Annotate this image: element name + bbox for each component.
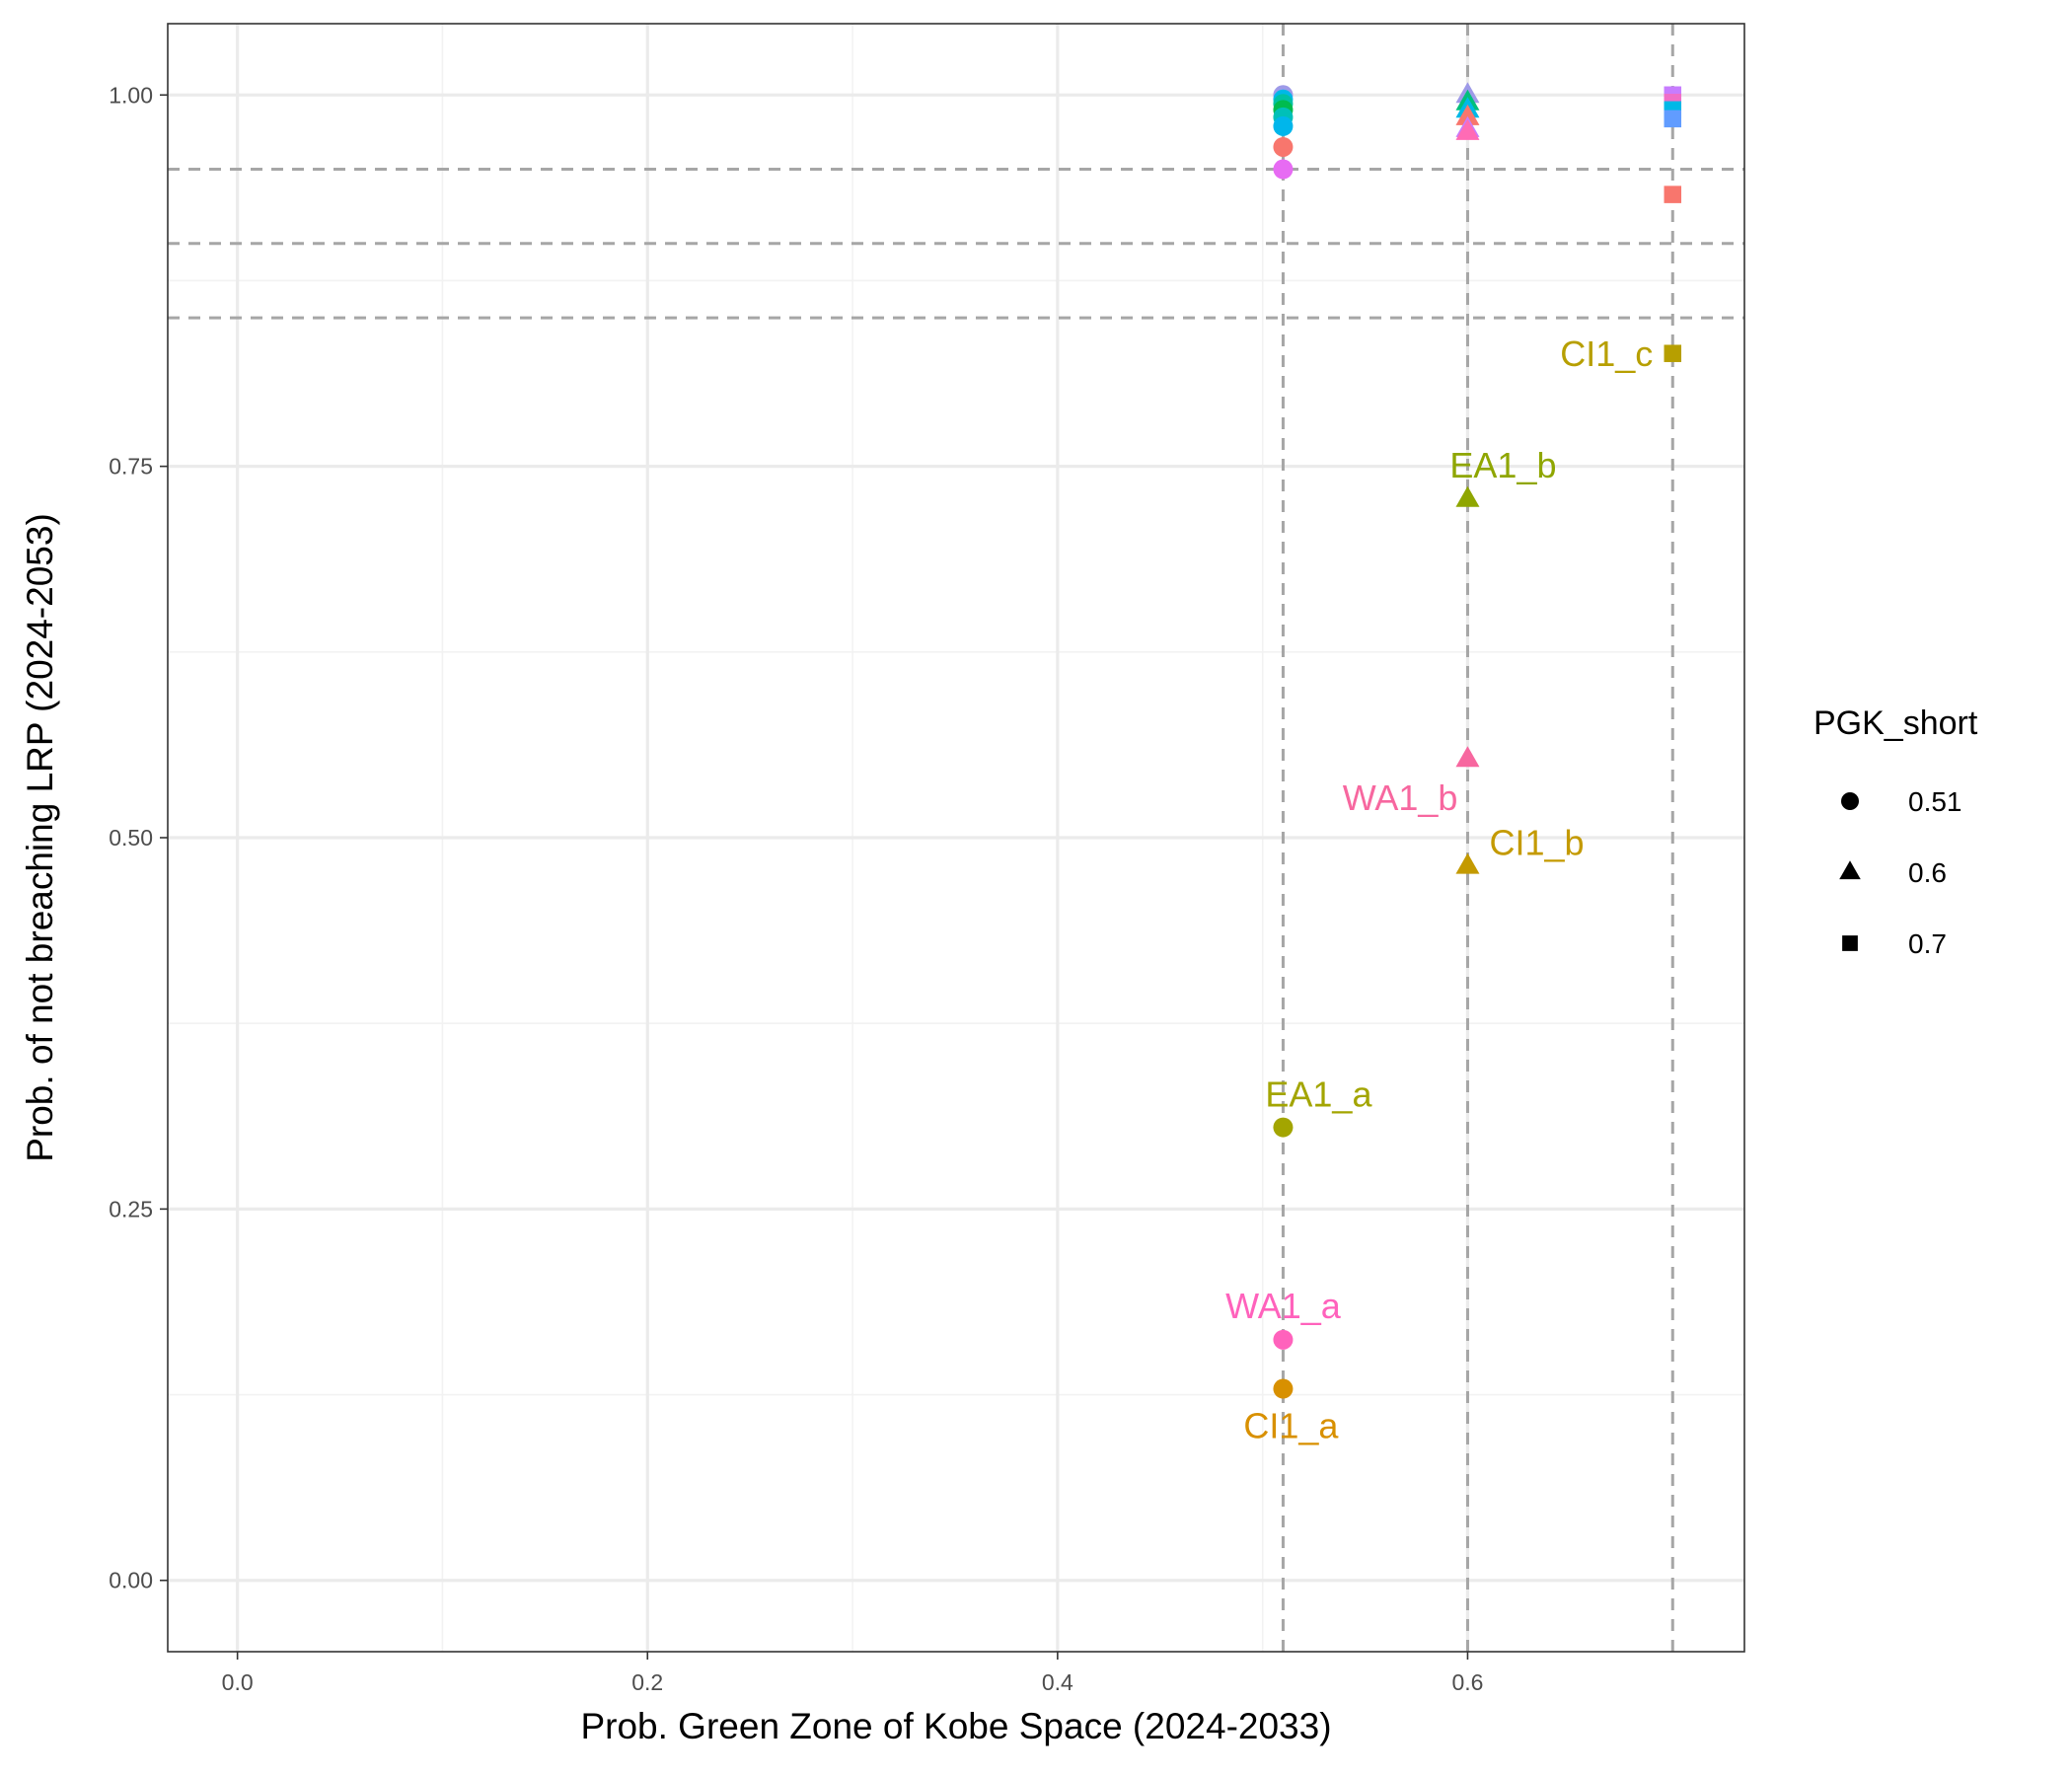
- x-tick-label: 0.0: [222, 1669, 254, 1695]
- y-axis-title: Prob. of not breaching LRP (2024-2053): [20, 513, 60, 1162]
- legend-entries: 0.51 0.6 0.7: [1839, 786, 1962, 959]
- x-axis-title: Prob. Green Zone of Kobe Space (2024-203…: [580, 1706, 1331, 1746]
- point-label: EA1_a: [1265, 1074, 1372, 1115]
- point-label: CI1_a: [1243, 1406, 1339, 1446]
- data-point: [1273, 136, 1294, 157]
- point-labels: EA1_a WA1_a CI1_a EA1_b WA1_b CI1_b CI1_c: [1225, 333, 1653, 1445]
- data-point: [1273, 1378, 1294, 1399]
- data-point: [1664, 185, 1682, 203]
- x-tick-label: 0.6: [1451, 1669, 1483, 1695]
- y-tick-label: 0.75: [109, 454, 153, 480]
- point-label: CI1_b: [1489, 823, 1584, 863]
- data-point: [1273, 115, 1294, 136]
- x-tick-label: 0.2: [631, 1669, 663, 1695]
- legend-key-circle: [1841, 792, 1859, 810]
- data-point: [1455, 104, 1480, 125]
- point-label: WA1_a: [1225, 1286, 1342, 1326]
- legend-title: PGK_short: [1813, 704, 1978, 742]
- point-label: EA1_b: [1449, 445, 1556, 485]
- data-point: [1273, 159, 1294, 180]
- data-point: [1455, 852, 1480, 874]
- legend-label: 0.6: [1908, 857, 1947, 888]
- data-point: [1455, 485, 1480, 507]
- axes: 0.0 0.2 0.4 0.6 0.00 0.25 0.50 0.75 1.00: [109, 82, 1483, 1695]
- data-point: [1455, 746, 1480, 768]
- legend-key-triangle: [1839, 860, 1861, 880]
- y-tick-label: 1.00: [109, 82, 153, 108]
- legend-key-square: [1842, 935, 1858, 951]
- data-point: [1273, 1329, 1294, 1350]
- y-tick-label: 0.50: [109, 825, 153, 851]
- data-points: [1273, 82, 1682, 1399]
- data-point: [1664, 110, 1682, 128]
- point-label: WA1_b: [1343, 777, 1458, 818]
- x-tick-label: 0.4: [1042, 1669, 1073, 1695]
- data-point: [1273, 1117, 1294, 1138]
- legend-label: 0.7: [1908, 928, 1947, 959]
- data-point: [1455, 118, 1480, 140]
- y-tick-label: 0.00: [109, 1568, 153, 1593]
- y-tick-label: 0.25: [109, 1196, 153, 1221]
- data-point: [1664, 344, 1682, 362]
- legend-label: 0.51: [1908, 786, 1962, 817]
- point-label: CI1_c: [1560, 333, 1653, 374]
- legend: PGK_short 0.51 0.6 0.7: [1813, 704, 1978, 959]
